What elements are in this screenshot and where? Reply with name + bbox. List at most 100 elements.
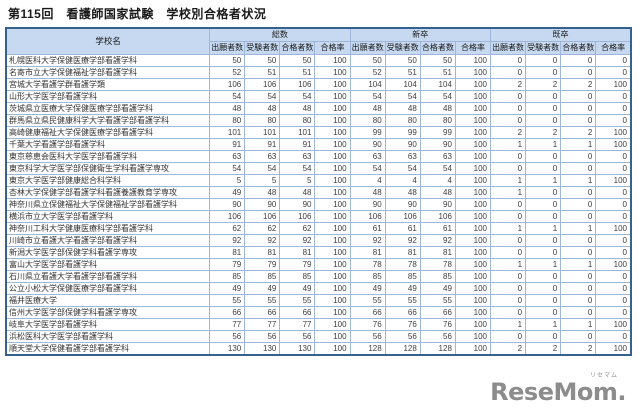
value-cell: 100	[454, 317, 492, 331]
value-cell: 54	[244, 89, 281, 103]
value-cell: 1	[560, 137, 597, 151]
value-cell: 48	[419, 101, 456, 115]
value-cell: 0	[490, 89, 527, 103]
value-cell: 0	[560, 185, 597, 199]
sub-header: 受験者数	[384, 40, 421, 55]
value-cell: 100	[314, 281, 351, 295]
school-name-cell: 宮城大学看護学群看護学類	[5, 77, 211, 91]
value-cell: 48	[244, 185, 281, 199]
value-cell: 0	[525, 281, 562, 295]
value-cell: 48	[279, 185, 316, 199]
value-cell: 0	[595, 89, 632, 103]
school-name-cell: 杏林大学保健学部看護学科看護養護教育学専攻	[5, 185, 211, 199]
value-cell: 0	[525, 161, 562, 175]
sub-header: 合格者数	[279, 40, 316, 55]
value-cell: 48	[419, 185, 456, 199]
table-row: 群馬県立県民健康科学大学看護学部看護学科 80 80 80 100 80 80 80 100 0 0…	[5, 113, 632, 127]
value-cell: 1	[560, 257, 597, 271]
value-cell: 52	[349, 65, 386, 79]
value-cell: 55	[384, 293, 421, 307]
value-cell: 4	[384, 173, 421, 187]
value-cell: 0	[525, 185, 562, 199]
school-name-cell: 浜松医科大学医学部看護学科	[5, 329, 211, 343]
value-cell: 77	[209, 317, 246, 331]
value-cell: 48	[384, 101, 421, 115]
value-cell: 92	[209, 233, 246, 247]
value-cell: 100	[314, 53, 351, 67]
value-cell: 0	[525, 65, 562, 79]
value-cell: 100	[454, 89, 492, 103]
value-cell: 106	[384, 209, 421, 223]
value-cell: 92	[384, 233, 421, 247]
logo-ruby-text: リセマム	[589, 373, 618, 379]
value-cell: 2	[525, 341, 562, 355]
value-cell: 51	[244, 65, 281, 79]
school-name-cell: 公立小松大学保健医療学部看護学科	[5, 281, 211, 295]
value-cell: 85	[384, 269, 421, 283]
value-cell: 91	[209, 137, 246, 151]
table-row: 高崎健康福祉大学保健医療学部看護学科 101 101 101 100 99 99 99 100 2…	[5, 125, 632, 139]
school-name-cell: 新潟大学医学部保健学科看護学専攻	[5, 245, 211, 259]
value-cell: 0	[525, 293, 562, 307]
value-cell: 54	[419, 89, 456, 103]
value-cell: 0	[560, 53, 597, 67]
table-row: 信州大学医学部保健学科看護学専攻 66 66 66 100 66 66 66 100 0 0 0 0	[5, 305, 632, 319]
value-cell: 100	[454, 185, 492, 199]
value-cell: 5	[244, 173, 281, 187]
value-cell: 100	[454, 329, 492, 343]
table-row: 東京慈恵会医科大学医学部看護学科 63 63 63 100 63 63 63 100 0 0 0 0	[5, 149, 632, 163]
value-cell: 100	[595, 221, 632, 235]
table-row: 山形大学医学部看護学科 54 54 54 100 54 54 54 100 0 0 0 0	[5, 89, 632, 103]
value-cell: 51	[419, 65, 456, 79]
value-cell: 100	[595, 77, 632, 91]
value-cell: 81	[244, 245, 281, 259]
value-cell: 48	[244, 101, 281, 115]
value-cell: 100	[314, 293, 351, 307]
value-cell: 48	[384, 185, 421, 199]
value-cell: 100	[454, 233, 492, 247]
value-cell: 92	[279, 233, 316, 247]
value-cell: 48	[209, 101, 246, 115]
school-name-cell: 東京科学大学医学部保健衛生学科看護学専攻	[5, 161, 211, 175]
table-row: 宮城大学看護学群看護学類 106 106 106 100 104 104 104 100 2 2 2 1…	[5, 77, 632, 91]
value-cell: 100	[454, 209, 492, 223]
value-cell: 1	[490, 257, 527, 271]
value-cell: 0	[595, 101, 632, 115]
value-cell: 79	[279, 257, 316, 271]
value-cell: 81	[419, 245, 456, 259]
value-cell: 130	[209, 341, 246, 355]
value-cell: 55	[209, 293, 246, 307]
school-name-cell: 川崎市立看護大学看護学部看護学科	[5, 233, 211, 247]
value-cell: 100	[314, 161, 351, 175]
value-cell: 5	[209, 173, 246, 187]
value-cell: 0	[560, 281, 597, 295]
group-header-1: 新卒	[349, 27, 492, 42]
value-cell: 0	[560, 65, 597, 79]
value-cell: 106	[419, 209, 456, 223]
value-cell: 49	[209, 185, 246, 199]
page-title: 第115回 看護師国家試験 学校別合格者状況	[8, 7, 267, 21]
value-cell: 4	[349, 173, 386, 187]
table-body: 札幌医科大学保健医療学部看護学科 50 50 50 100 50 50 50 100 0 0 0 0 名寄…	[5, 53, 632, 355]
value-cell: 50	[209, 53, 246, 67]
value-cell: 100	[454, 101, 492, 115]
logo-wordmark: ReseMom.	[490, 378, 626, 406]
value-cell: 66	[349, 305, 386, 319]
value-cell: 1	[490, 221, 527, 235]
value-cell: 0	[595, 209, 632, 223]
value-cell: 104	[419, 77, 456, 91]
value-cell: 1	[490, 173, 527, 187]
value-cell: 76	[419, 317, 456, 331]
value-cell: 80	[209, 113, 246, 127]
value-cell: 0	[525, 233, 562, 247]
value-cell: 1	[490, 185, 527, 199]
table-row: 順天堂大学保健看護学部看護学科 130 130 130 100 128 128 128 100 2…	[5, 341, 632, 355]
value-cell: 0	[560, 113, 597, 127]
school-name-cell: 東京慈恵会医科大学医学部看護学科	[5, 149, 211, 163]
value-cell: 100	[314, 341, 351, 355]
value-cell: 90	[279, 197, 316, 211]
value-cell: 80	[244, 113, 281, 127]
value-cell: 0	[560, 293, 597, 307]
value-cell: 0	[525, 149, 562, 163]
value-cell: 100	[314, 209, 351, 223]
